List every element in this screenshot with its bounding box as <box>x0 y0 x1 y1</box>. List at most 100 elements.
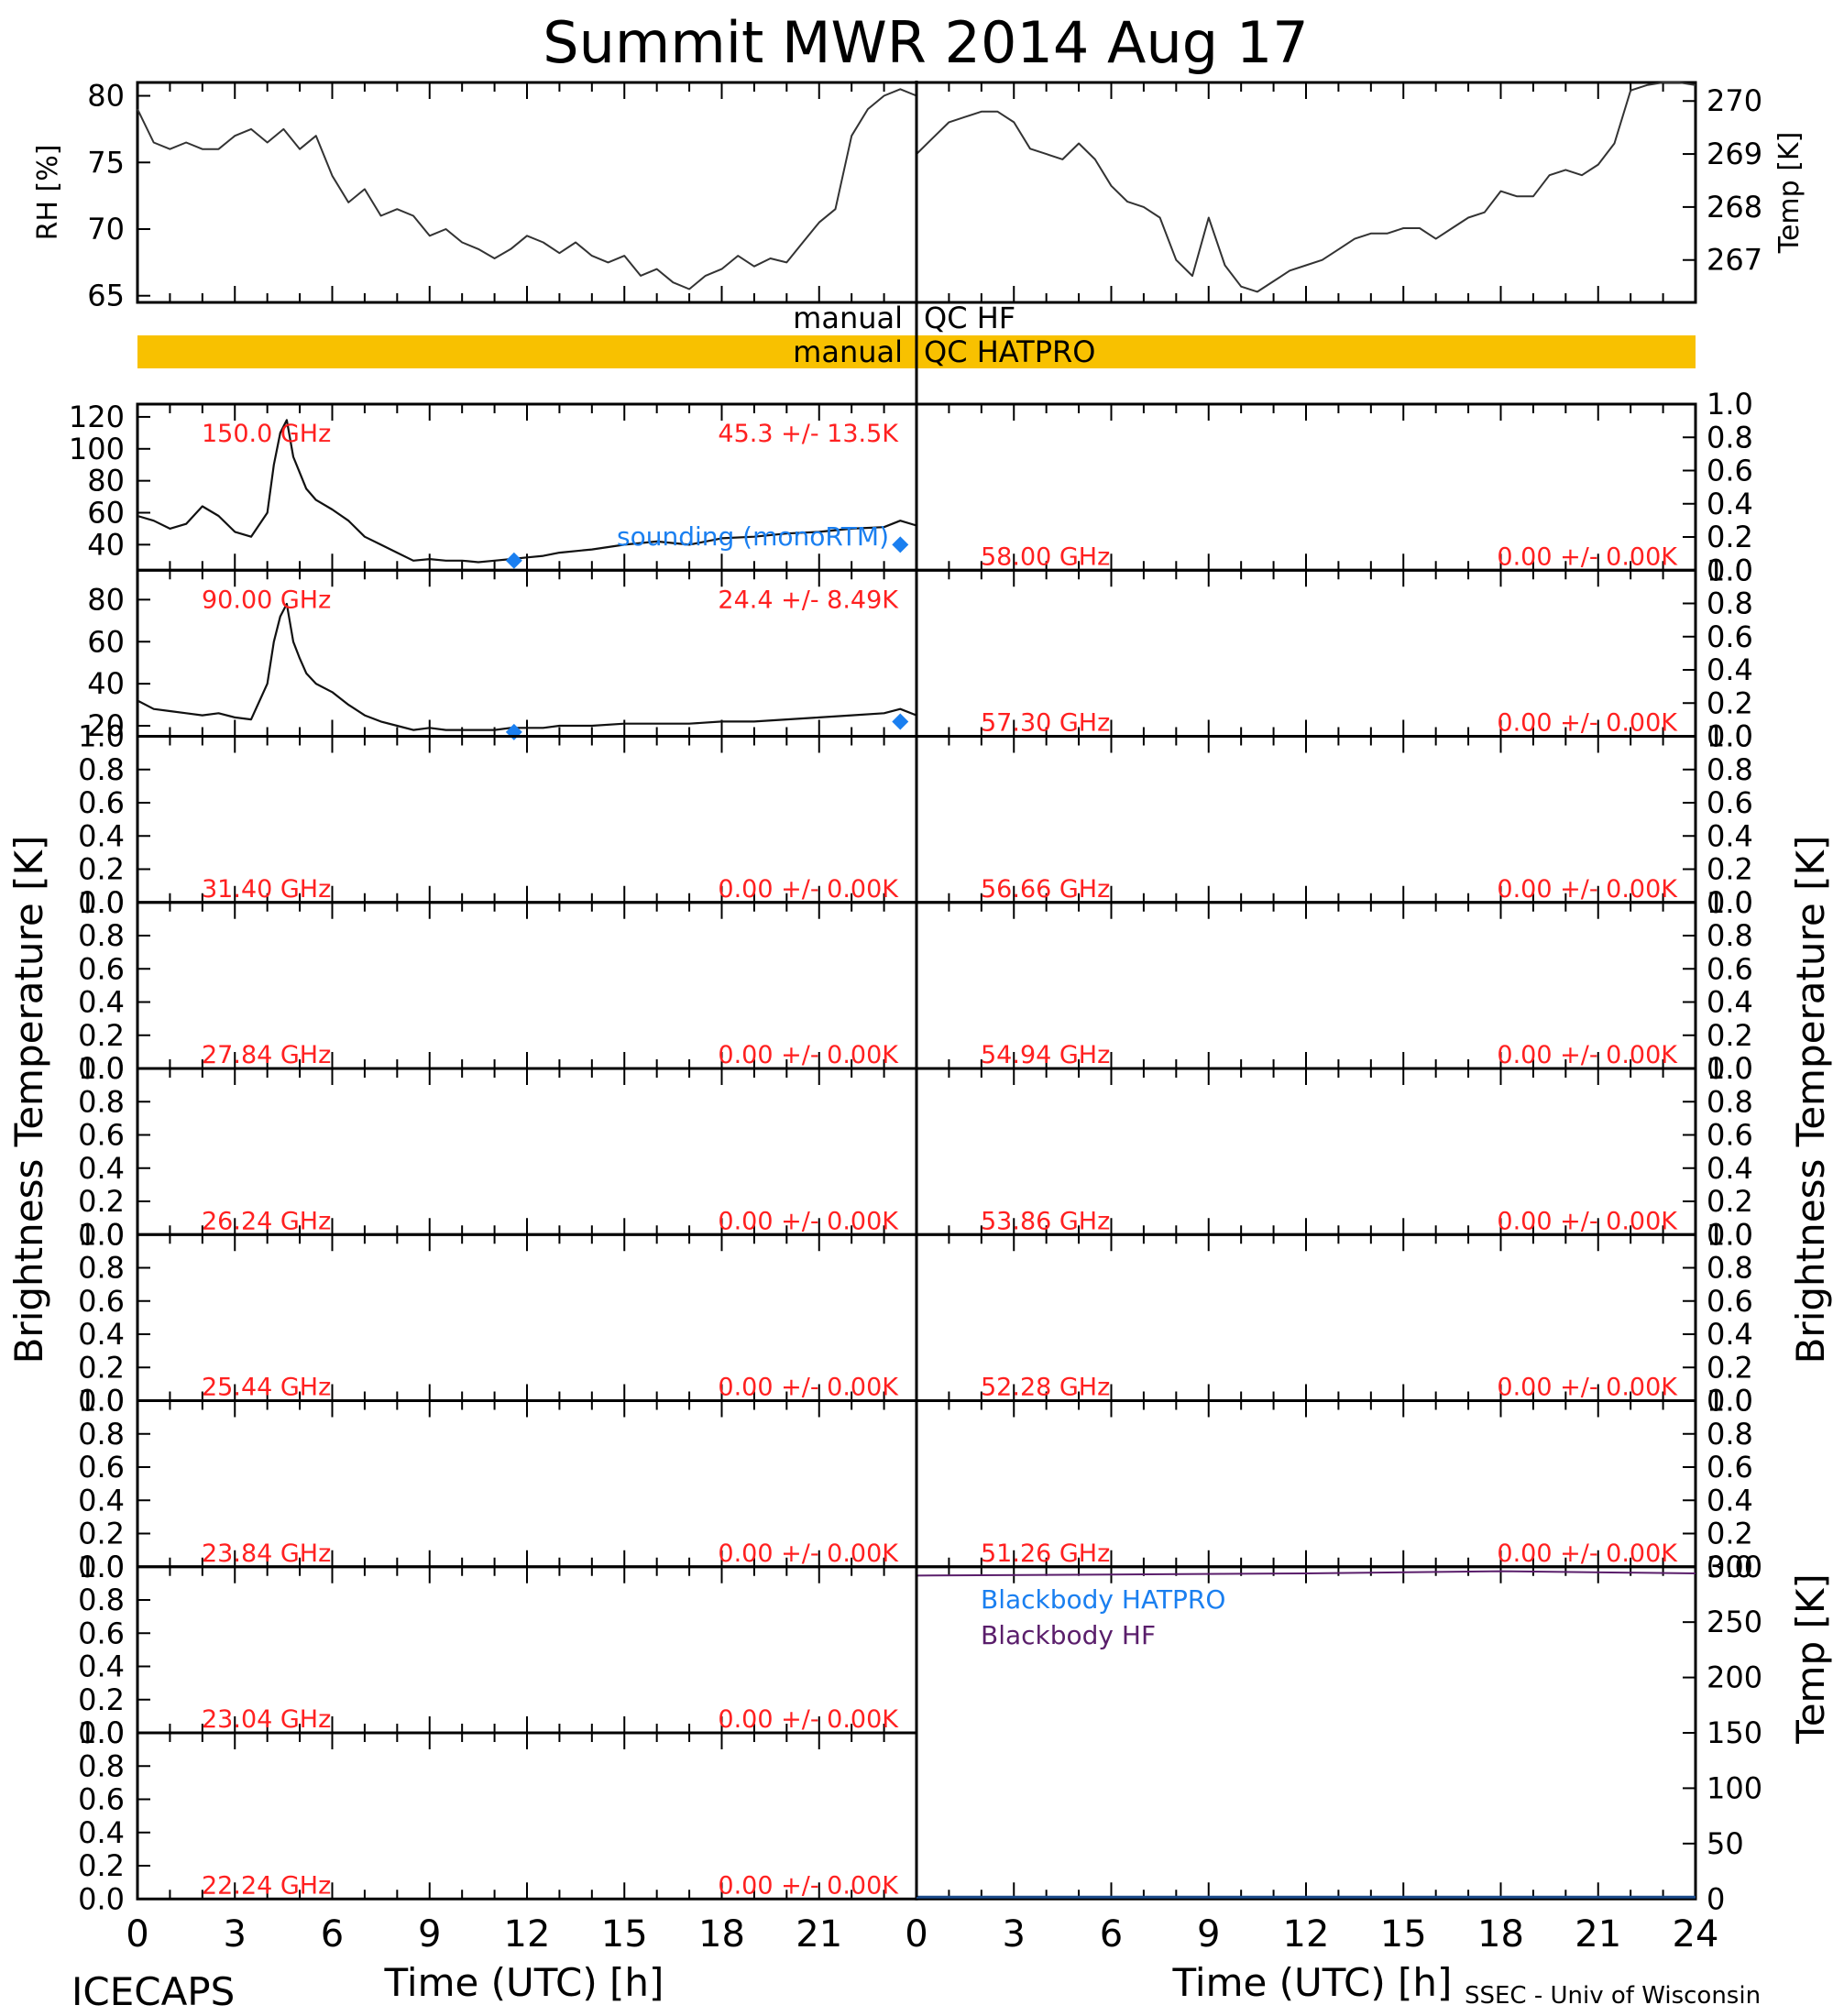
ch31-ytick-label: 0.4 <box>78 818 125 853</box>
ch90-freq-label: 90.00 GHz <box>202 586 331 614</box>
ch90-ytick-label: 80 <box>87 582 125 617</box>
ch22-freq-label: 22.24 GHz <box>202 1871 331 1900</box>
ch52-ytick-label: 0.0 <box>1707 1384 1753 1419</box>
ch26-ytick-label: 0.8 <box>78 1084 125 1119</box>
ch26-stat-label: 0.00 +/- 0.00K <box>718 1207 899 1235</box>
xtick-label-left: 0 <box>126 1913 148 1956</box>
temp-ytick-label: 267 <box>1707 243 1762 278</box>
qc-hf-label-right: QC HF <box>924 301 1015 335</box>
ch52-freq-label: 52.28 GHz <box>981 1374 1110 1402</box>
ch58-ytick-label: 0.4 <box>1707 487 1753 521</box>
ch23a-ytick-label: 0.2 <box>78 1517 125 1551</box>
ch150-ytick-label: 120 <box>69 400 125 434</box>
temp-series-line <box>916 82 1696 293</box>
rh-ylabel: RH [%] <box>32 145 64 241</box>
ch31-ytick-label: 0.2 <box>78 852 125 887</box>
footer-right: SSEC - Univ of Wisconsin <box>1465 1982 1761 2010</box>
ch31-ytick-label: 0.0 <box>78 885 125 920</box>
ylabel-right: Brightness Temperature [K] <box>1788 836 1833 1364</box>
xtick-label-left: 15 <box>601 1913 648 1956</box>
ch23a-ytick-label: 1.0 <box>78 1384 125 1419</box>
ch26-ytick-label: 0.2 <box>78 1184 125 1219</box>
ch58-stat-label: 0.00 +/- 0.00K <box>1497 542 1678 571</box>
ch150-ytick-label: 40 <box>87 527 125 562</box>
ch150-ytick-label: 100 <box>69 432 125 466</box>
figure-title: Summit MWR 2014 Aug 17 <box>543 9 1308 76</box>
ch57-freq-label: 57.30 GHz <box>981 709 1110 738</box>
xtick-label-left: 18 <box>698 1913 745 1956</box>
ch27-ytick-label: 1.0 <box>78 885 125 920</box>
ch54-ytick-label: 0.2 <box>1707 1018 1753 1053</box>
ch56-ytick-label: 0.4 <box>1707 818 1753 853</box>
ch53-ytick-label: 0.2 <box>1707 1184 1753 1219</box>
ch22-ytick-label: 0.4 <box>78 1815 125 1850</box>
rh-series-line <box>137 88 917 290</box>
ch51-ytick-label: 1.0 <box>1707 1384 1753 1419</box>
xtick-label-left: 3 <box>224 1913 247 1956</box>
ch54-ytick-label: 0.4 <box>1707 985 1753 1020</box>
xtick-label-right: 21 <box>1575 1913 1621 1956</box>
ylabel-left: Brightness Temperature [K] <box>6 836 51 1364</box>
ch22-ytick-label: 0.0 <box>78 1881 125 1916</box>
ch25-freq-label: 25.44 GHz <box>202 1374 331 1402</box>
ch23a-ytick-label: 0.8 <box>78 1417 125 1452</box>
ch150-sounding-label: sounding (monoRTM) <box>617 521 889 552</box>
ch150-series-line <box>137 419 917 564</box>
xtick-label-right: 6 <box>1100 1913 1123 1956</box>
xtick-label-left: 12 <box>504 1913 551 1956</box>
ch23a-freq-label: 23.84 GHz <box>202 1539 331 1568</box>
xtick-label-right: 18 <box>1477 1913 1524 1956</box>
ch90-ytick-label: 60 <box>87 624 125 659</box>
ch25-ytick-label: 0.8 <box>78 1251 125 1286</box>
temp-ytick-label: 270 <box>1707 83 1762 118</box>
ch56-stat-label: 0.00 +/- 0.00K <box>1497 875 1678 904</box>
ch150-sounding-point <box>505 552 522 569</box>
ch27-ytick-label: 0.6 <box>78 951 125 986</box>
ch54-ytick-label: 0.6 <box>1707 951 1753 986</box>
ch56-ytick-label: 0.0 <box>1707 885 1753 920</box>
temp-ytick-label: 268 <box>1707 190 1762 225</box>
xtick-label-right: 9 <box>1197 1913 1220 1956</box>
ch51-ytick-label: 0.6 <box>1707 1450 1753 1485</box>
blackbody-ytick-label: 100 <box>1707 1770 1762 1805</box>
ch51-ytick-label: 0.8 <box>1707 1417 1753 1452</box>
ch90-sounding-point <box>892 713 909 730</box>
ch26-ytick-label: 0.4 <box>78 1151 125 1186</box>
ch31-ytick-label: 0.6 <box>78 785 125 820</box>
ch22-ytick-label: 0.8 <box>78 1748 125 1783</box>
ch23a-ytick-label: 0.6 <box>78 1450 125 1485</box>
ch57-ytick-label: 1.0 <box>1707 553 1753 587</box>
rh-ytick-label: 75 <box>87 145 125 180</box>
ch25-stat-label: 0.00 +/- 0.00K <box>718 1374 899 1402</box>
ch90-stat-label: 24.4 +/- 8.49K <box>718 586 899 614</box>
ch58-ytick-label: 1.0 <box>1707 387 1753 422</box>
ch31-ytick-label: 1.0 <box>78 719 125 754</box>
ch52-ytick-label: 0.6 <box>1707 1284 1753 1319</box>
ch53-freq-label: 53.86 GHz <box>981 1207 1110 1235</box>
ch58-ytick-label: 0.0 <box>1707 553 1753 587</box>
ch25-ytick-label: 1.0 <box>78 1217 125 1252</box>
blackbody-ytick-label: 300 <box>1707 1550 1762 1584</box>
ch27-ytick-label: 0.2 <box>78 1018 125 1053</box>
xtick-label-right: 0 <box>905 1913 927 1956</box>
ch150-sounding-point <box>892 536 909 553</box>
ch31-stat-label: 0.00 +/- 0.00K <box>718 875 899 904</box>
ch52-ytick-label: 1.0 <box>1707 1217 1753 1252</box>
ch53-ytick-label: 0.6 <box>1707 1118 1753 1153</box>
ch52-ytick-label: 0.4 <box>1707 1317 1753 1352</box>
ch58-ytick-label: 0.6 <box>1707 454 1753 488</box>
ch27-stat-label: 0.00 +/- 0.00K <box>718 1041 899 1069</box>
ch23a-stat-label: 0.00 +/- 0.00K <box>718 1539 899 1568</box>
xtick-label-right: 3 <box>1003 1913 1026 1956</box>
rh-ytick-label: 70 <box>87 212 125 247</box>
ch57-ytick-label: 0.6 <box>1707 619 1753 654</box>
ch53-ytick-label: 0.8 <box>1707 1084 1753 1119</box>
blackbody-ytick-label: 200 <box>1707 1660 1762 1695</box>
ch57-stat-label: 0.00 +/- 0.00K <box>1497 709 1678 738</box>
ch90-ytick-label: 20 <box>87 708 125 743</box>
blackbody-ytick-label: 250 <box>1707 1605 1762 1639</box>
ch23b-ytick-label: 0.2 <box>78 1682 125 1717</box>
ch54-ytick-label: 0.8 <box>1707 918 1753 953</box>
